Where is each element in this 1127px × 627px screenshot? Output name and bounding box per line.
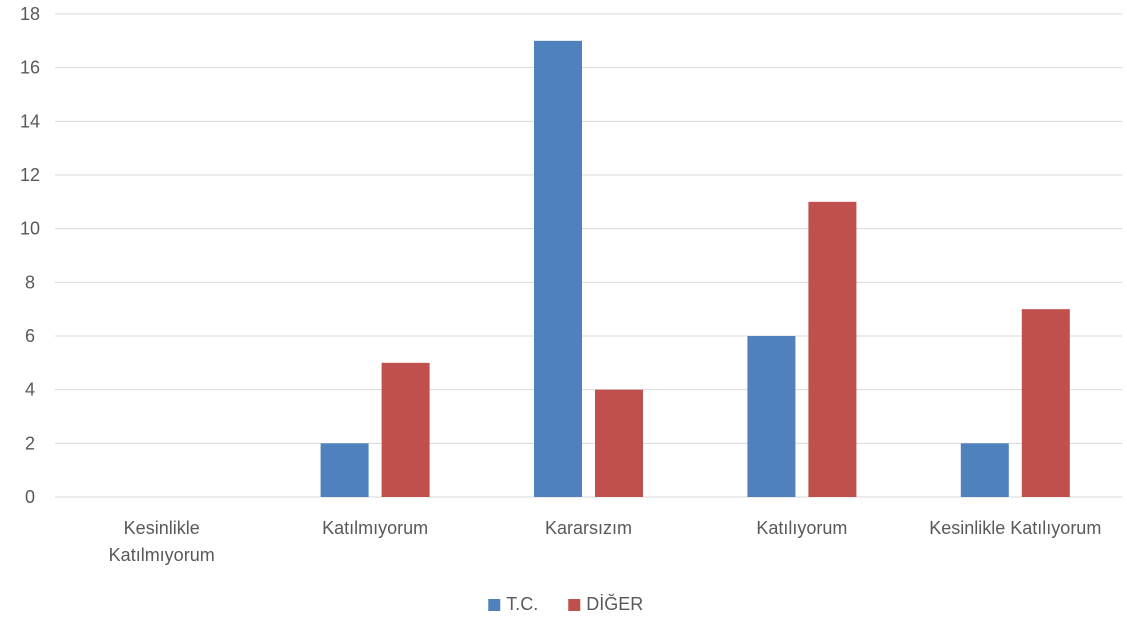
y-tick-label: 14: [20, 111, 40, 131]
y-tick-label: 12: [20, 165, 40, 185]
legend-swatch: [488, 599, 501, 611]
bar-diger-1: [381, 362, 430, 497]
y-tick-label: 4: [25, 380, 35, 400]
y-tick-label: 18: [20, 4, 40, 24]
bars: [320, 40, 1070, 498]
legend-label: DİĞER: [586, 593, 643, 614]
legend-item-diger: DİĞER: [568, 593, 643, 614]
y-tick-label: 16: [20, 58, 40, 78]
x-category-label: Katılmıyorum: [109, 545, 215, 565]
legend-item-tc: T.C.: [488, 594, 538, 614]
y-axis-tick-labels: 0 2 4 6 8 10 12 14 16 18: [20, 4, 40, 507]
gridlines: [55, 13, 1122, 498]
legend-swatch: [568, 599, 581, 611]
legend: T.C. DİĞER: [488, 593, 643, 614]
x-category-label: Kesinlikle Katılıyorum: [929, 518, 1101, 538]
legend-label: T.C.: [506, 594, 538, 614]
bar-tc-1: [320, 443, 369, 497]
bar-tc-3: [747, 336, 796, 497]
x-category-label: Kararsızım: [545, 518, 632, 538]
x-axis-category-labels: Kesinlikle Katılmıyorum Katılmıyorum Karars…: [109, 518, 1102, 565]
bar-tc-4: [960, 443, 1009, 497]
y-tick-label: 8: [25, 272, 35, 292]
y-tick-label: 10: [20, 219, 40, 239]
y-tick-label: 0: [25, 487, 35, 507]
bar-diger-3: [808, 201, 857, 498]
bar-diger-2: [595, 389, 643, 497]
y-tick-label: 2: [25, 433, 35, 453]
bar-tc-2: [534, 40, 582, 497]
y-tick-label: 6: [25, 326, 35, 346]
x-category-label: Katılıyorum: [756, 518, 847, 538]
bar-diger-4: [1021, 309, 1070, 497]
x-category-label: Katılmıyorum: [322, 518, 428, 538]
x-category-label: Kesinlikle: [124, 518, 200, 538]
